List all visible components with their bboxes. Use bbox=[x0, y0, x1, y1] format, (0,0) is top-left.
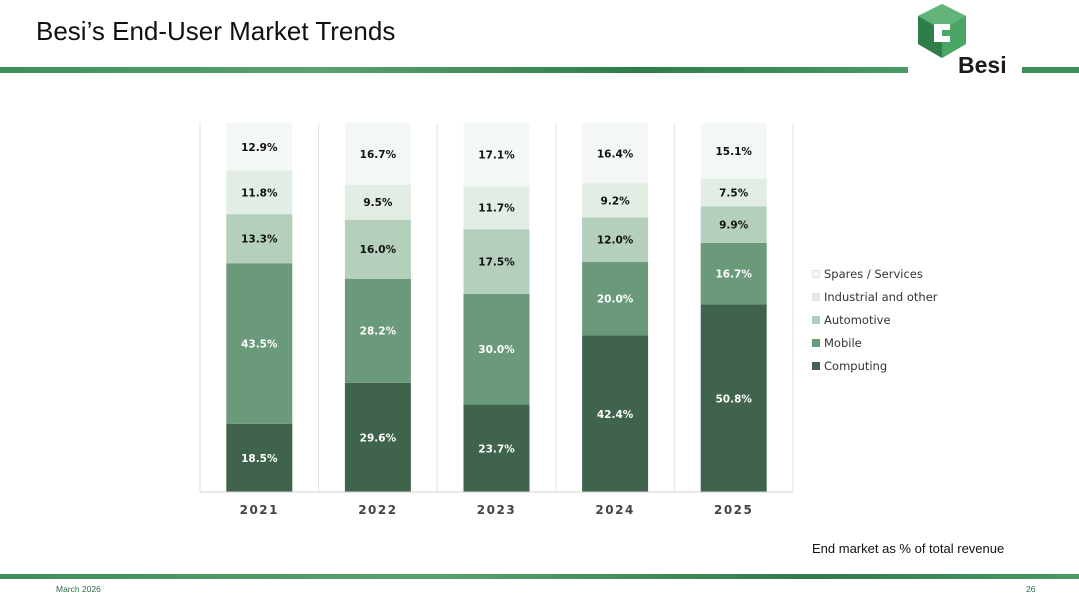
data-label: 11.7% bbox=[478, 203, 515, 215]
bar-segment-spares-services-2022 bbox=[344, 123, 411, 185]
data-label: 7.5% bbox=[719, 188, 749, 200]
data-label: 43.5% bbox=[241, 338, 278, 350]
data-label: 42.4% bbox=[597, 409, 634, 421]
legend-item: Industrial and other bbox=[812, 285, 938, 308]
data-label: 17.5% bbox=[478, 257, 515, 269]
data-label: 30.0% bbox=[478, 344, 515, 356]
bar-segment-automotive-2023 bbox=[463, 229, 530, 294]
legend-swatch bbox=[812, 292, 820, 301]
bar-segment-spares-services-2024 bbox=[582, 123, 649, 184]
chart-caption: End market as % of total revenue bbox=[812, 541, 1005, 556]
data-label: 29.6% bbox=[360, 432, 397, 444]
data-label: 23.7% bbox=[478, 443, 515, 455]
header-band bbox=[0, 67, 908, 73]
bar-segment-industrial-and-other-2021 bbox=[226, 170, 293, 215]
besi-logo-icon bbox=[918, 4, 966, 58]
page-title: Besi’s End-User Market Trends bbox=[36, 16, 396, 46]
bar-segment-mobile-2021 bbox=[226, 263, 293, 424]
legend-swatch bbox=[812, 269, 820, 278]
data-label: 16.4% bbox=[597, 148, 634, 160]
data-label: 28.2% bbox=[360, 326, 397, 338]
bar-segment-spares-services-2021 bbox=[226, 123, 293, 171]
x-tick-label: 2021 bbox=[240, 503, 279, 517]
data-label: 16.7% bbox=[360, 149, 397, 161]
footer-date: March 2026 bbox=[56, 584, 101, 594]
chart-legend: Spares / Services Industrial and other Aut… bbox=[812, 262, 938, 377]
header-band-right bbox=[1022, 67, 1079, 73]
bar-segment-industrial-and-other-2024 bbox=[582, 183, 649, 218]
bar-segment-industrial-and-other-2022 bbox=[344, 184, 411, 220]
legend-item: Automotive bbox=[812, 308, 938, 331]
data-label: 13.3% bbox=[241, 234, 278, 246]
legend-label: Automotive bbox=[824, 312, 891, 327]
legend-swatch bbox=[812, 361, 820, 370]
legend-label: Industrial and other bbox=[824, 289, 938, 304]
logo-text: Besi bbox=[958, 52, 1007, 78]
data-label: 16.0% bbox=[360, 244, 397, 256]
data-label: 17.1% bbox=[478, 150, 515, 162]
bar-segment-mobile-2025 bbox=[700, 242, 767, 305]
legend-item: Mobile bbox=[812, 331, 938, 354]
data-label: 15.1% bbox=[715, 146, 752, 158]
data-label: 12.9% bbox=[241, 142, 278, 154]
bar-segment-spares-services-2023 bbox=[463, 123, 530, 187]
data-label: 20.0% bbox=[597, 294, 634, 306]
x-tick-label: 2023 bbox=[477, 503, 516, 517]
legend-swatch bbox=[812, 338, 820, 347]
data-label: 18.5% bbox=[241, 453, 278, 465]
bar-segment-automotive-2025 bbox=[700, 206, 767, 243]
data-label: 9.9% bbox=[719, 220, 749, 232]
legend-label: Spares / Services bbox=[824, 266, 923, 281]
bar-segment-mobile-2024 bbox=[582, 261, 649, 336]
bar-segment-industrial-and-other-2025 bbox=[700, 178, 767, 207]
legend-label: Mobile bbox=[824, 335, 862, 350]
bar-segment-automotive-2022 bbox=[344, 219, 411, 279]
footer-band bbox=[0, 574, 1079, 579]
data-label: 50.8% bbox=[715, 393, 752, 405]
legend-item: Spares / Services bbox=[812, 262, 938, 285]
data-label: 9.5% bbox=[363, 197, 393, 209]
bar-segment-computing-2022 bbox=[344, 382, 411, 492]
bar-segment-spares-services-2025 bbox=[700, 123, 767, 179]
bar-segment-computing-2025 bbox=[700, 304, 767, 492]
legend-swatch bbox=[812, 315, 820, 324]
x-tick-label: 2025 bbox=[714, 503, 753, 517]
data-label: 12.0% bbox=[597, 235, 634, 247]
legend-item: Computing bbox=[812, 354, 938, 377]
page-number: 26 bbox=[1026, 584, 1036, 594]
x-tick-label: 2022 bbox=[358, 503, 397, 517]
bar-segment-computing-2021 bbox=[226, 423, 293, 492]
data-label: 16.7% bbox=[715, 269, 752, 281]
bar-segment-computing-2023 bbox=[463, 404, 530, 492]
bar-segment-mobile-2023 bbox=[463, 293, 530, 405]
bar-segment-industrial-and-other-2023 bbox=[463, 186, 530, 230]
x-tick-label: 2024 bbox=[595, 503, 634, 517]
bar-segment-mobile-2022 bbox=[344, 278, 411, 383]
legend-label: Computing bbox=[824, 358, 888, 373]
bar-segment-automotive-2021 bbox=[226, 214, 293, 264]
bar-segment-computing-2024 bbox=[582, 335, 649, 492]
bar-segment-automotive-2024 bbox=[582, 217, 649, 262]
data-label: 9.2% bbox=[601, 195, 631, 207]
data-label: 11.8% bbox=[241, 187, 278, 199]
